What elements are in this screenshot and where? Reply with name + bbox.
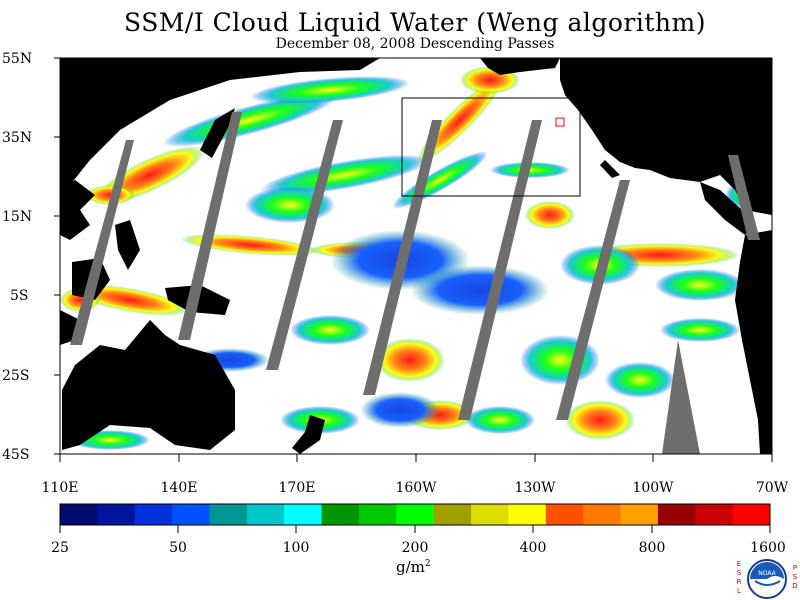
lat-label-45s: 45S: [2, 447, 30, 463]
map-title: SSM/I Cloud Liquid Water (Weng algorithm…: [124, 8, 706, 37]
small-red-box: [555, 117, 565, 127]
new-zealand-island: [292, 415, 325, 454]
missing-data-swaths: [70, 112, 760, 454]
colorbar-swatch: [97, 504, 136, 525]
map-plot-area: [60, 58, 772, 454]
lat-label-55n: 55N: [2, 51, 33, 67]
colorbar-label-50: 50: [169, 540, 187, 556]
lat-label-5s: 5S: [10, 288, 29, 304]
colorbar-swatch: [545, 504, 584, 525]
lat-label-15n: 15N: [2, 209, 33, 225]
swath-gap-6: [556, 180, 630, 420]
north-america-landmass: [560, 58, 772, 215]
swath-gap-7: [728, 155, 760, 240]
colorbar-swatch: [732, 504, 771, 525]
baja-peninsula: [600, 160, 620, 178]
unit-superscript: 2: [424, 559, 431, 569]
emblem-text: NOAA: [758, 570, 776, 577]
swath-gap-1: [70, 140, 134, 345]
colorbar-label-25: 25: [51, 540, 69, 556]
alaska-landmass: [480, 58, 560, 75]
australia-landmass: [62, 320, 235, 450]
swath-gap-8: [662, 340, 700, 454]
philippines-island: [115, 220, 140, 270]
colorbar-label-1600: 1600: [750, 540, 786, 556]
colorbar-swatch: [620, 504, 659, 525]
japan-islands: [200, 108, 235, 158]
longitude-ticks: [59, 454, 773, 462]
swath-gap-3: [266, 120, 343, 370]
colorbar-ticks: [59, 525, 771, 533]
logo-letter-p: P: [792, 564, 798, 572]
colorbar-swatch: [433, 504, 472, 525]
region-box: [401, 97, 581, 197]
colorbar-label-400: 400: [519, 540, 547, 556]
noaa-emblem: NOAA: [747, 559, 787, 599]
colorbar-swatch: [396, 504, 435, 525]
lon-label-100w: 100W: [632, 480, 674, 496]
colorbar-label-200: 200: [401, 540, 429, 556]
logo-letter-d: D: [792, 582, 798, 590]
lon-label-170e: 170E: [278, 480, 316, 496]
lat-label-35n: 35N: [2, 130, 33, 146]
lat-label-25s: 25S: [2, 368, 30, 384]
logo-letter-s: S: [736, 569, 742, 577]
colorbar: [60, 504, 771, 525]
logo-letter-l: L: [737, 587, 741, 595]
china-coast: [60, 180, 95, 240]
noaa-esrl-psd-logo: E S R L P S D NOAA: [735, 558, 799, 600]
asia-landmass: [60, 58, 380, 190]
central-america: [700, 182, 755, 235]
land-masses: [60, 58, 772, 454]
colorbar-swatch: [321, 504, 360, 525]
colorbar-swatch: [134, 504, 173, 525]
swath-gap-5: [458, 120, 542, 420]
swath-gap-4: [363, 120, 442, 395]
south-america-landmass: [735, 230, 772, 454]
colorbar-swatch: [657, 504, 696, 525]
colorbar-swatch: [284, 504, 323, 525]
lon-label-160w: 160W: [395, 480, 437, 496]
colorbar-swatch: [209, 504, 248, 525]
lon-label-140e: 140E: [160, 480, 198, 496]
lon-label-110e: 110E: [41, 480, 79, 496]
colorbar-label-100: 100: [282, 540, 310, 556]
colorbar-swatch: [471, 504, 509, 525]
colorbar-label-800: 800: [638, 540, 666, 556]
colorbar-swatch: [60, 504, 98, 525]
lon-label-130w: 130W: [514, 480, 556, 496]
colorbar-swatch: [508, 504, 547, 525]
lon-label-70w: 70W: [755, 480, 789, 496]
colorbar-swatch: [358, 504, 397, 525]
logo-letter-r: R: [736, 578, 742, 586]
logo-letter-e: E: [736, 560, 742, 568]
swath-gap-2: [178, 112, 242, 340]
colorbar-swatch: [695, 504, 734, 525]
logo-letter-s2: S: [792, 573, 798, 581]
colorbar-swatch: [583, 504, 622, 525]
colorbar-swatch: [172, 504, 210, 525]
unit-text: g/m: [396, 558, 425, 576]
latitude-ticks: [54, 57, 60, 455]
colorbar-unit: g/m2: [396, 558, 431, 576]
map-subtitle: December 08, 2008 Descending Passes: [275, 36, 555, 52]
colorbar-swatch: [246, 504, 285, 525]
